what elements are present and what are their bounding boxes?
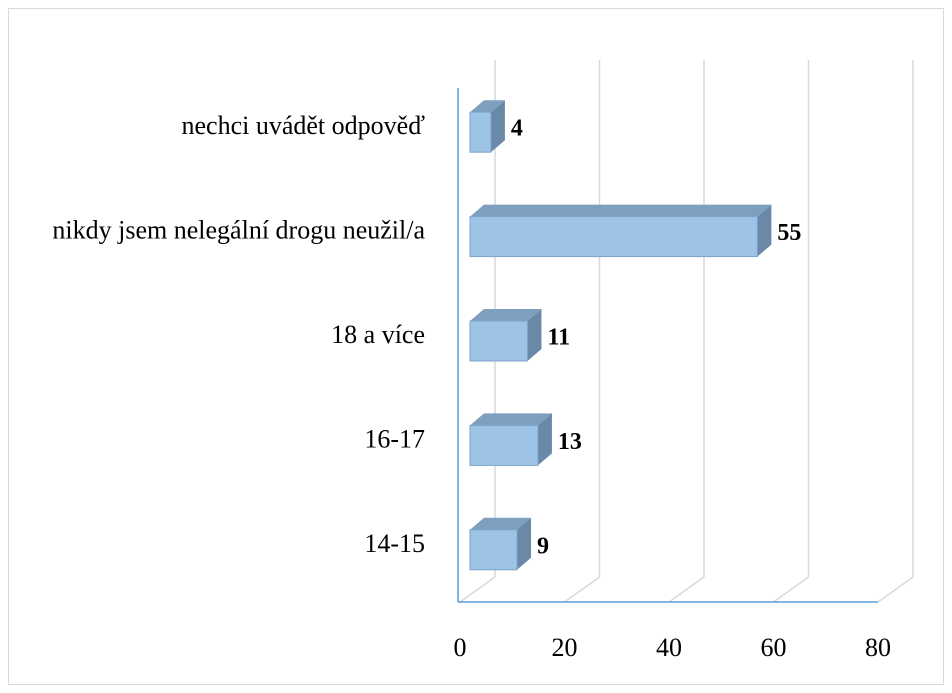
category-line: 14-15 (364, 529, 425, 558)
bar-front (469, 529, 518, 571)
bar-top (470, 413, 552, 426)
category-label: 14-15 (364, 529, 425, 558)
bar (469, 309, 542, 362)
bar-top (470, 309, 542, 321)
bar-side (757, 204, 772, 257)
bar-front (469, 320, 528, 362)
bar (469, 204, 772, 258)
category-line: 18 a více (331, 320, 425, 349)
floor-line (877, 576, 914, 603)
floor-line (459, 576, 496, 603)
value-label: 9 (537, 533, 549, 559)
bar-side (517, 517, 532, 570)
x-tick-label: 0 (454, 633, 467, 662)
category-label: nikdy jsem nelegální drogu neužil/a (52, 216, 425, 245)
floor-line (773, 576, 809, 603)
x-tick-label: 20 (552, 633, 578, 662)
x-tick-label: 40 (656, 633, 682, 662)
bar (469, 100, 505, 153)
bar-front (469, 111, 492, 153)
value-label: 55 (777, 220, 801, 246)
category-line: nikdy jsem nelegální drogu neužil/a (52, 216, 425, 245)
bar-side (527, 309, 542, 361)
bar-top (470, 204, 772, 217)
value-label: 4 (511, 116, 523, 142)
value-label: 13 (558, 429, 582, 455)
floor-line (564, 576, 600, 603)
category-label: nechci uvádět odpověď (182, 111, 426, 140)
category-label: 18 a více (331, 320, 425, 349)
category-line: 16-17 (364, 424, 425, 453)
bar-side (490, 100, 505, 153)
bar-front (469, 216, 758, 258)
value-label: 11 (547, 325, 570, 351)
x-tick-label: 60 (761, 633, 787, 662)
bar-front (469, 424, 539, 466)
bar-side (537, 413, 552, 466)
category-line: nechci uvádět odpověď (182, 111, 426, 140)
category-label: 16-17 (364, 424, 425, 453)
bar (469, 413, 552, 466)
bar (469, 517, 532, 571)
bar-top (470, 517, 532, 530)
x-tick-label: 80 (865, 633, 891, 662)
bar-top (470, 100, 505, 113)
floor-line (668, 576, 705, 603)
